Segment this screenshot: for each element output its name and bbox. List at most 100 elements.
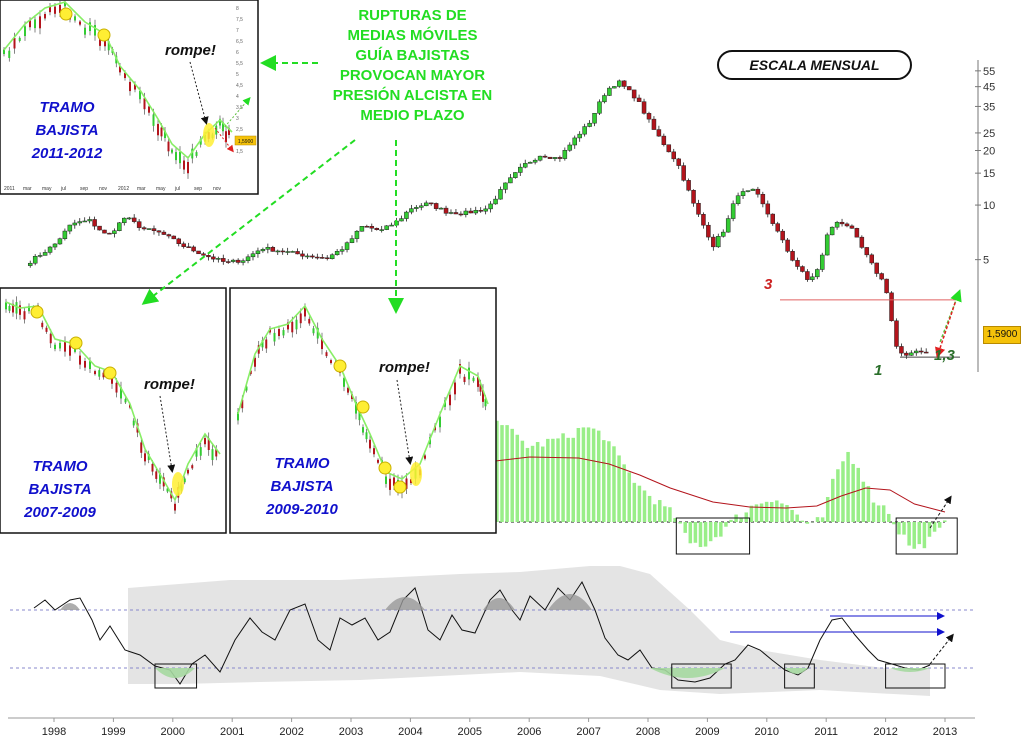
inset-small-y-label: 3 [236, 116, 239, 122]
momentum-bar [785, 505, 789, 522]
momentum-bar [775, 500, 779, 522]
headline-line: RUPTURAS DE [358, 7, 467, 24]
candle-body [443, 207, 449, 214]
candle-body [265, 247, 271, 250]
candle-body [211, 256, 216, 260]
inset-candle-body [144, 453, 146, 462]
momentum-bar [652, 504, 657, 522]
inset-frame [0, 287, 227, 534]
momentum-bar [724, 522, 728, 527]
inset-candle-body [18, 37, 21, 41]
inset-candle-body [477, 377, 479, 387]
inset-candle-body [254, 357, 256, 367]
inset-candle-body [15, 302, 18, 314]
inset-candle-body [316, 327, 319, 339]
candle-body [112, 230, 117, 234]
inset-2007-2009 [0, 287, 227, 534]
oscillator-highlight-box [885, 663, 946, 689]
inset-candle-body [183, 478, 186, 483]
inset-candle-body [8, 50, 11, 58]
candle-body [557, 157, 563, 159]
inset-candle-body [174, 503, 176, 511]
inset-candle-body [148, 106, 150, 113]
inset-candle-body [207, 438, 210, 451]
inset-candle-body [54, 6, 56, 14]
x-tick-label: 1999 [101, 726, 125, 738]
momentum-bar [647, 495, 652, 522]
momentum-bar [805, 522, 810, 524]
candle-body [206, 255, 211, 258]
inset-candle-body [44, 13, 46, 19]
inset-candle-body [424, 455, 426, 459]
inset-candle-body [94, 25, 96, 36]
inset-candle-body [24, 26, 26, 37]
inset-candle-body [454, 382, 456, 395]
momentum-bar [815, 517, 820, 522]
oscillator-overbought-fill [483, 598, 515, 610]
candle-body [824, 234, 830, 256]
momentum-bar [887, 513, 891, 522]
candle-body [696, 202, 701, 215]
inset-candle-body [459, 364, 461, 374]
oscillator-arrow [929, 633, 954, 665]
inset-candle-body [89, 22, 91, 32]
oscillator-oversold-fill [650, 668, 725, 678]
inset-candle-body [143, 98, 146, 110]
momentum-bar [632, 482, 637, 522]
candle-body [711, 236, 716, 248]
inset-small-y-label: 6,5 [236, 39, 243, 45]
candle-body [909, 352, 914, 356]
momentum-bar [566, 437, 570, 522]
candle-body [344, 242, 350, 250]
candle-body [463, 210, 469, 216]
momentum-bar [943, 520, 947, 522]
candle-body [790, 251, 795, 261]
inset-2009-2010 [229, 287, 497, 534]
momentum-bar [586, 427, 591, 522]
oscillator-oversold-fill [785, 668, 808, 674]
candle-body [310, 255, 315, 258]
oscillator-overbought-fill [385, 597, 425, 610]
candle-body [339, 249, 345, 252]
candle-body [171, 235, 177, 240]
inset-small-y-label: 7,5 [236, 17, 243, 23]
main-price-panel [27, 79, 962, 359]
y-tick-label: 20 [983, 145, 995, 157]
inset-small-y-label: 4 [236, 94, 239, 100]
candle-body [636, 97, 642, 102]
inset-candle-body [124, 72, 126, 79]
inset-small-y-label: 5,5 [236, 61, 243, 67]
target-label: 1,3 [934, 347, 955, 364]
candle-body [874, 262, 879, 274]
inset-candle-body [64, 341, 66, 352]
inset-candle-body [45, 327, 48, 332]
inset-candle-body [23, 311, 26, 320]
inset-small-y-label: 4,5 [236, 83, 243, 89]
level-3-label: 3 [764, 276, 773, 293]
inset-candle-body [373, 448, 375, 455]
x-tick-label: 2007 [576, 726, 600, 738]
inset-candle-body [282, 330, 285, 336]
candle-body [433, 203, 439, 209]
momentum-highlight-box [895, 517, 958, 555]
candle-body [423, 202, 429, 207]
momentum-bar [795, 514, 799, 522]
candle-body [730, 203, 736, 219]
inset-candle-body [155, 471, 158, 479]
inset-candle-body [330, 360, 332, 364]
candle-body [191, 246, 196, 252]
candle-body [117, 222, 122, 231]
candle-body [651, 118, 657, 130]
inset-2007-annotation: rompe! [144, 376, 195, 393]
candle-body [894, 320, 899, 347]
inset-small-x-label: 2011 [4, 186, 15, 192]
candle-body [745, 190, 751, 192]
candle-body [617, 80, 622, 87]
candle-body [255, 250, 261, 255]
inset-candle-body [107, 41, 110, 51]
candle-body [716, 236, 721, 248]
inset-candle-body [39, 16, 41, 29]
inset-candle-body [115, 382, 118, 393]
inset-title-line: 2007-2009 [24, 504, 96, 521]
